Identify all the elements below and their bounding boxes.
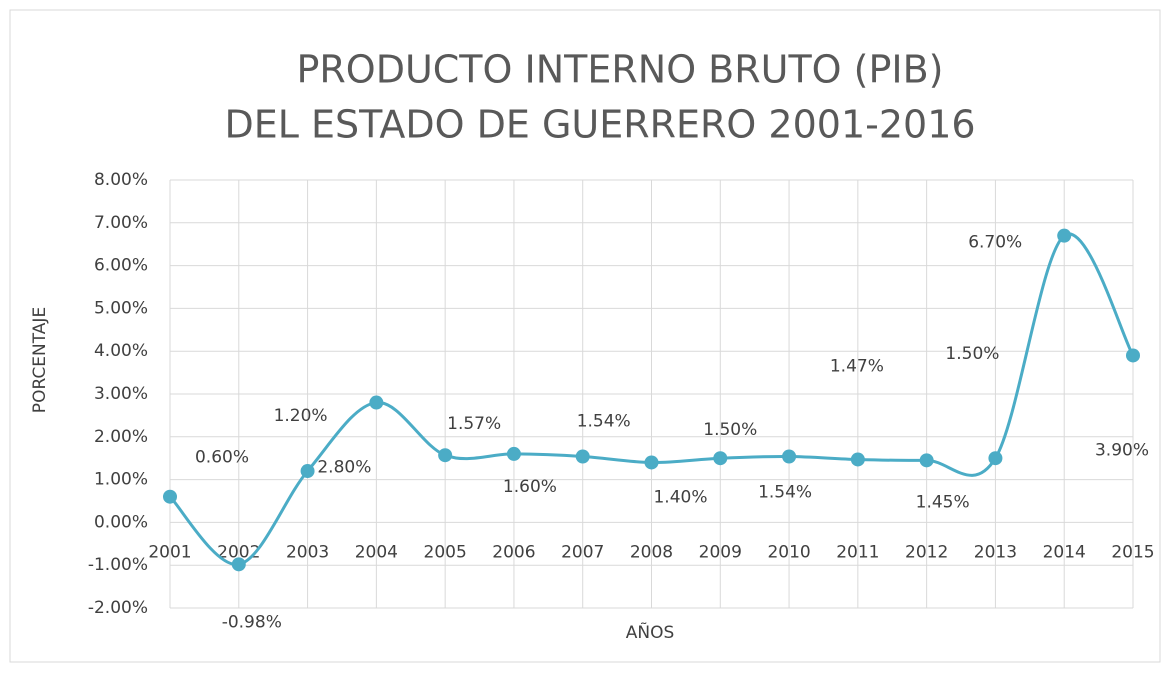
data-label: 1.50%	[945, 344, 999, 364]
data-label: 1.57%	[447, 414, 501, 434]
x-tick-label: 2013	[974, 542, 1017, 562]
y-tick-label: 5.00%	[94, 298, 148, 318]
data-point	[644, 455, 659, 470]
y-axis-label: PORCENTAJE	[30, 307, 50, 413]
data-point	[231, 557, 246, 572]
y-tick-label: -1.00%	[88, 555, 148, 575]
y-tick-label: 1.00%	[94, 470, 148, 490]
data-label: 1.60%	[503, 477, 557, 497]
data-label: 2.80%	[317, 458, 371, 478]
x-tick-label: 2011	[836, 542, 879, 562]
y-tick-label: 6.00%	[94, 256, 148, 276]
y-tick-label: 7.00%	[94, 213, 148, 233]
x-tick-label: 2004	[355, 542, 398, 562]
y-tick-label: 8.00%	[94, 170, 148, 190]
data-label: 1.50%	[703, 420, 757, 440]
x-tick-label: 2015	[1111, 542, 1154, 562]
x-tick-label: 2010	[767, 542, 810, 562]
x-tick-label: 2006	[492, 542, 535, 562]
data-label: -0.98%	[222, 612, 282, 632]
x-tick-label: 2009	[699, 542, 742, 562]
y-tick-label: 3.00%	[94, 384, 148, 404]
chart-frame	[9, 9, 1161, 663]
x-tick-label: 2003	[286, 542, 329, 562]
data-label: 3.90%	[1095, 440, 1149, 460]
data-point	[300, 464, 315, 479]
y-tick-label: 0.00%	[94, 512, 148, 532]
x-tick-label: 2007	[561, 542, 604, 562]
data-point	[506, 446, 521, 461]
y-tick-label: 2.00%	[94, 427, 148, 447]
data-point	[163, 489, 177, 504]
data-point	[919, 453, 934, 468]
data-label: 1.47%	[830, 356, 884, 376]
data-label: 1.40%	[653, 487, 707, 507]
data-label: 1.54%	[758, 482, 812, 502]
data-point	[1126, 348, 1140, 363]
data-point	[713, 451, 728, 466]
data-point	[988, 451, 1003, 466]
data-label: 0.60%	[195, 448, 249, 468]
data-point	[438, 448, 453, 463]
data-label: 1.54%	[577, 411, 631, 431]
data-point	[369, 395, 384, 410]
chart-title: DEL ESTADO DE GUERRERO 2001-2016	[224, 103, 975, 147]
data-point	[1057, 228, 1072, 243]
data-point	[850, 452, 865, 467]
y-tick-label: 4.00%	[94, 341, 148, 361]
data-line	[168, 232, 1135, 566]
data-point	[575, 449, 590, 464]
x-axis-label: AÑOS	[626, 621, 675, 643]
chart-title: PRODUCTO INTERNO BRUTO (PIB)	[296, 48, 943, 92]
data-label: 6.70%	[968, 233, 1022, 253]
x-tick-label: 2001	[148, 542, 191, 562]
data-point	[782, 449, 797, 464]
data-label: 1.45%	[916, 492, 970, 512]
data-label: 1.20%	[274, 406, 328, 426]
y-tick-label: -2.00%	[88, 598, 148, 618]
x-tick-label: 2008	[630, 542, 673, 562]
x-tick-label: 2014	[1043, 542, 1086, 562]
x-tick-label: 2005	[424, 542, 467, 562]
x-tick-label: 2012	[905, 542, 948, 562]
